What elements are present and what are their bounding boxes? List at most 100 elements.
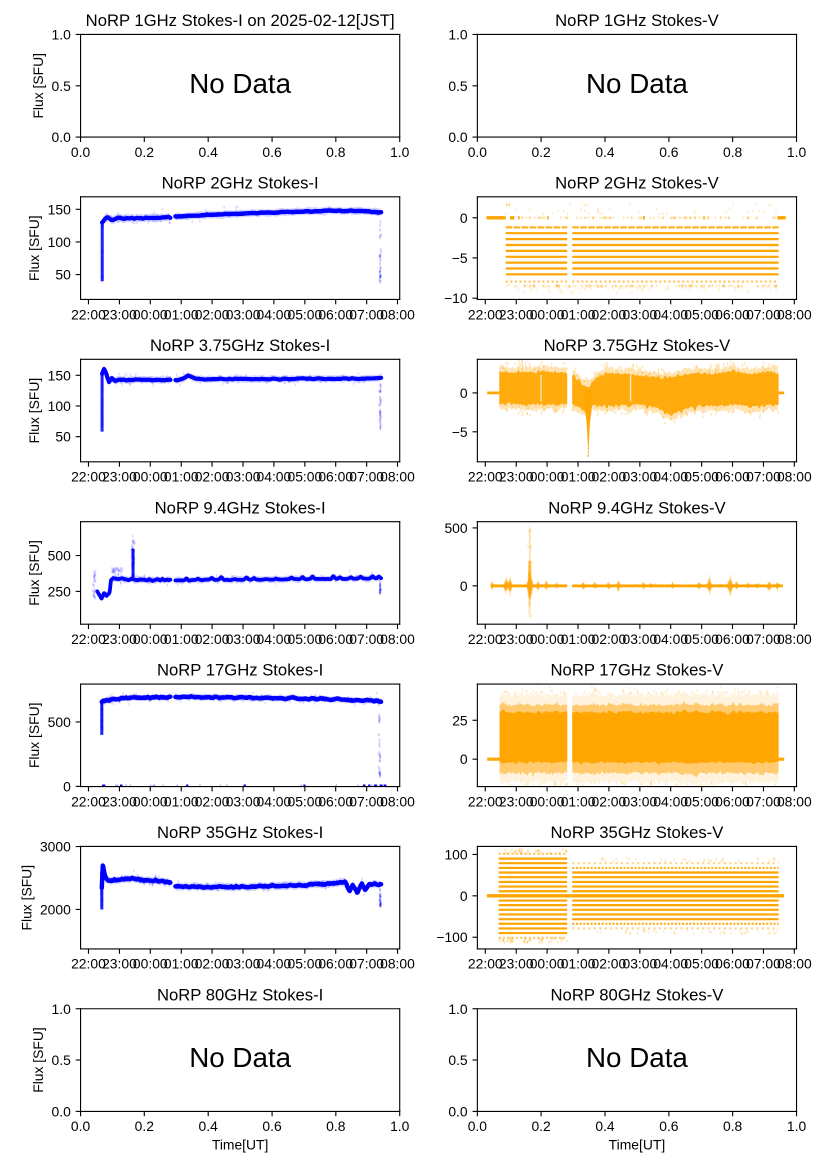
svg-text:07:00: 07:00 (746, 469, 781, 485)
svg-text:0.0: 0.0 (468, 144, 488, 160)
svg-text:05:00: 05:00 (287, 306, 322, 322)
svg-text:NoRP 9.4GHz Stokes-I: NoRP 9.4GHz Stokes-I (155, 498, 326, 517)
svg-text:0.0: 0.0 (448, 129, 468, 145)
svg-text:NoRP 35GHz Stokes-I: NoRP 35GHz Stokes-I (157, 823, 323, 842)
svg-text:06:00: 06:00 (715, 793, 750, 809)
svg-text:−5: −5 (452, 424, 468, 440)
svg-text:07:00: 07:00 (746, 793, 781, 809)
svg-text:02:00: 02:00 (592, 306, 627, 322)
svg-text:08:00: 08:00 (777, 956, 812, 972)
svg-text:22:00: 22:00 (468, 469, 503, 485)
svg-text:01:00: 01:00 (164, 469, 199, 485)
svg-text:08:00: 08:00 (380, 956, 415, 972)
svg-text:03:00: 03:00 (226, 956, 261, 972)
svg-text:0.0: 0.0 (468, 1118, 488, 1134)
svg-text:0.4: 0.4 (595, 144, 615, 160)
svg-text:07:00: 07:00 (746, 631, 781, 647)
svg-text:02:00: 02:00 (592, 793, 627, 809)
svg-text:02:00: 02:00 (592, 956, 627, 972)
svg-text:03:00: 03:00 (622, 469, 657, 485)
svg-text:07:00: 07:00 (349, 956, 384, 972)
svg-text:0.2: 0.2 (531, 1118, 551, 1134)
svg-text:02:00: 02:00 (592, 631, 627, 647)
svg-text:06:00: 06:00 (318, 469, 353, 485)
svg-text:22:00: 22:00 (71, 469, 106, 485)
svg-text:00:00: 00:00 (530, 631, 565, 647)
svg-text:23:00: 23:00 (102, 793, 137, 809)
svg-text:0: 0 (460, 751, 468, 767)
svg-text:Time[UT]: Time[UT] (609, 1137, 666, 1153)
svg-text:0.5: 0.5 (52, 1052, 72, 1068)
svg-text:03:00: 03:00 (622, 956, 657, 972)
svg-text:04:00: 04:00 (257, 631, 292, 647)
svg-text:Flux [SFU]: Flux [SFU] (26, 378, 42, 444)
svg-text:03:00: 03:00 (226, 631, 261, 647)
svg-text:03:00: 03:00 (226, 306, 261, 322)
svg-text:01:00: 01:00 (561, 469, 596, 485)
svg-text:07:00: 07:00 (349, 793, 384, 809)
svg-text:Flux [SFU]: Flux [SFU] (30, 53, 46, 119)
svg-text:04:00: 04:00 (653, 793, 688, 809)
svg-text:08:00: 08:00 (777, 469, 812, 485)
svg-text:Flux [SFU]: Flux [SFU] (30, 1027, 46, 1093)
svg-text:06:00: 06:00 (715, 306, 750, 322)
svg-text:100: 100 (48, 234, 71, 250)
svg-text:23:00: 23:00 (499, 956, 534, 972)
svg-text:22:00: 22:00 (71, 793, 106, 809)
svg-text:0.6: 0.6 (659, 144, 679, 160)
svg-text:0: 0 (63, 778, 71, 794)
svg-text:NoRP 80GHz Stokes-I: NoRP 80GHz Stokes-I (157, 985, 323, 1004)
svg-text:23:00: 23:00 (102, 306, 137, 322)
svg-text:NoRP 17GHz Stokes-V: NoRP 17GHz Stokes-V (551, 661, 725, 680)
svg-text:0.0: 0.0 (52, 129, 72, 145)
svg-text:100: 100 (48, 398, 71, 414)
svg-text:23:00: 23:00 (499, 306, 534, 322)
svg-text:05:00: 05:00 (287, 469, 322, 485)
svg-text:NoRP 35GHz Stokes-V: NoRP 35GHz Stokes-V (551, 823, 725, 842)
svg-text:0.2: 0.2 (531, 144, 551, 160)
svg-text:No Data: No Data (189, 68, 291, 99)
svg-text:08:00: 08:00 (380, 631, 415, 647)
svg-text:25: 25 (452, 712, 468, 728)
svg-text:0: 0 (460, 888, 468, 904)
svg-text:01:00: 01:00 (164, 306, 199, 322)
svg-text:NoRP 1GHz Stokes-V: NoRP 1GHz Stokes-V (555, 11, 719, 30)
svg-text:02:00: 02:00 (195, 793, 230, 809)
svg-text:0.2: 0.2 (135, 144, 155, 160)
svg-text:00:00: 00:00 (133, 793, 168, 809)
svg-text:−100: −100 (436, 929, 468, 945)
svg-text:23:00: 23:00 (102, 469, 137, 485)
svg-text:08:00: 08:00 (777, 306, 812, 322)
svg-text:08:00: 08:00 (380, 793, 415, 809)
svg-text:05:00: 05:00 (684, 631, 719, 647)
svg-text:06:00: 06:00 (318, 956, 353, 972)
svg-text:04:00: 04:00 (653, 956, 688, 972)
svg-text:1.0: 1.0 (787, 144, 807, 160)
svg-text:1.0: 1.0 (390, 1118, 410, 1134)
svg-text:NoRP 3.75GHz Stokes-I: NoRP 3.75GHz Stokes-I (150, 336, 330, 355)
svg-text:0.6: 0.6 (262, 144, 282, 160)
svg-text:04:00: 04:00 (653, 306, 688, 322)
svg-text:00:00: 00:00 (133, 306, 168, 322)
svg-text:03:00: 03:00 (622, 631, 657, 647)
svg-text:07:00: 07:00 (746, 306, 781, 322)
svg-text:04:00: 04:00 (257, 306, 292, 322)
svg-text:1.0: 1.0 (448, 1001, 468, 1017)
svg-text:1.0: 1.0 (390, 144, 410, 160)
svg-text:00:00: 00:00 (530, 306, 565, 322)
svg-text:1.0: 1.0 (52, 1001, 72, 1017)
svg-text:01:00: 01:00 (561, 306, 596, 322)
svg-text:NoRP 3.75GHz Stokes-V: NoRP 3.75GHz Stokes-V (544, 336, 732, 355)
svg-text:08:00: 08:00 (777, 631, 812, 647)
svg-text:Flux [SFU]: Flux [SFU] (18, 865, 34, 931)
svg-text:00:00: 00:00 (133, 469, 168, 485)
svg-text:01:00: 01:00 (561, 631, 596, 647)
svg-text:150: 150 (48, 367, 71, 383)
svg-text:0.8: 0.8 (723, 1118, 743, 1134)
svg-text:0: 0 (460, 210, 468, 226)
svg-text:22:00: 22:00 (71, 956, 106, 972)
svg-text:150: 150 (48, 201, 71, 217)
svg-text:02:00: 02:00 (195, 631, 230, 647)
svg-text:04:00: 04:00 (257, 793, 292, 809)
svg-text:NoRP 9.4GHz Stokes-V: NoRP 9.4GHz Stokes-V (548, 498, 726, 517)
